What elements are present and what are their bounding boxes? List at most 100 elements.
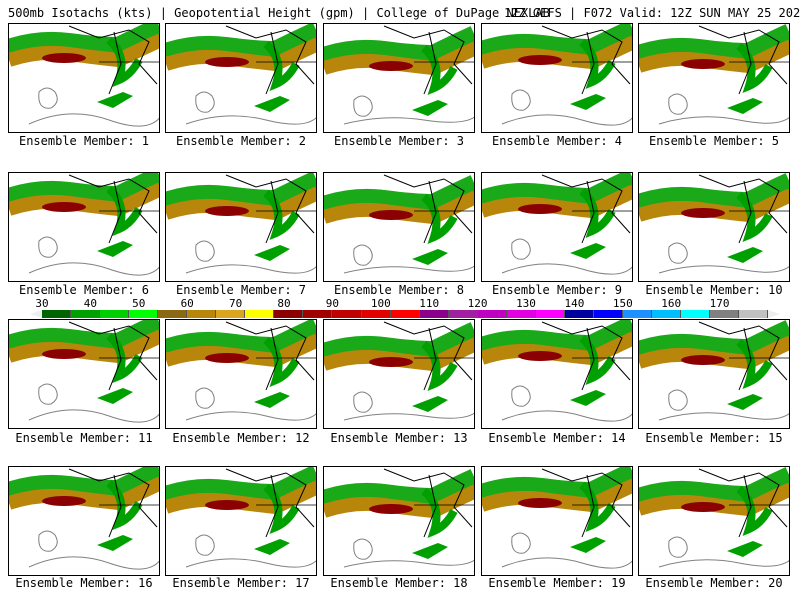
jet-map (166, 173, 316, 274)
member-caption: Ensemble Member: 2 (175, 134, 307, 148)
member-caption: Ensemble Member: 1 (18, 134, 150, 148)
member-caption: Ensemble Member: 7 (175, 283, 307, 297)
colorbar-swatch (158, 310, 188, 318)
isotach-colorbar: 30 40 50 60 70 80 90 100 110 120 130 140 150 160 170 (12, 297, 788, 320)
colorbar-label: 50 (132, 297, 146, 310)
ensemble-panel (8, 466, 160, 576)
ensemble-panel (481, 466, 633, 576)
colorbar-swatch (42, 310, 72, 318)
colorbar-swatch (390, 310, 420, 318)
ensemble-panel (638, 319, 790, 429)
member-caption: Ensemble Member: 17 (172, 576, 310, 590)
jet-map (166, 320, 316, 421)
ensemble-panel (323, 23, 475, 133)
colorbar-swatch (564, 310, 594, 318)
colorbar-swatch (477, 310, 507, 318)
colorbar-swatch (448, 310, 478, 318)
jet-map (482, 467, 632, 569)
member-caption: Ensemble Member: 6 (18, 283, 150, 297)
member-caption: Ensemble Member: 10 (645, 283, 783, 297)
colorbar-swatch (651, 310, 682, 318)
ensemble-panel (638, 172, 790, 282)
member-caption: Ensemble Member: 18 (330, 576, 468, 590)
colorbar-swatch (622, 310, 652, 318)
ensemble-panel (165, 319, 317, 429)
colorbar-label: 90 (325, 297, 340, 310)
colorbar-swatch (245, 310, 275, 318)
header-run-info: 12Z GEFS | F072 Valid: 12Z SUN MAY 25 20… (504, 6, 800, 20)
ensemble-panel (323, 319, 475, 429)
ensemble-panel (8, 319, 160, 429)
colorbar-label: 70 (228, 297, 243, 310)
jet-map (9, 24, 159, 127)
ensemble-panel (165, 172, 317, 282)
colorbar-right-arrow (768, 310, 780, 318)
ensemble-panel (481, 23, 633, 133)
member-caption: Ensemble Member: 13 (330, 431, 468, 445)
colorbar-swatch (739, 310, 769, 318)
jet-map (482, 24, 632, 126)
jet-map (324, 174, 474, 274)
colorbar-label: 60 (180, 297, 194, 310)
ensemble-panel (323, 172, 475, 282)
ensemble-panel (481, 172, 633, 282)
jet-map (9, 467, 159, 570)
ensemble-panel (323, 466, 475, 576)
colorbar-swatch (129, 310, 159, 318)
ensemble-panel (165, 466, 317, 576)
member-caption: Ensemble Member: 19 (488, 576, 626, 590)
colorbar-swatch (593, 310, 623, 318)
colorbar-left-arrow (30, 310, 42, 318)
jet-map (166, 24, 316, 125)
colorbar-label: 30 (35, 297, 49, 310)
member-caption: Ensemble Member: 16 (15, 576, 153, 590)
jet-map (166, 467, 316, 568)
colorbar-label: 150 (612, 297, 633, 310)
member-caption: Ensemble Member: 5 (648, 134, 780, 148)
jet-map (639, 320, 789, 421)
jet-map (324, 468, 474, 568)
colorbar-swatch (303, 310, 333, 318)
ensemble-panel (8, 23, 160, 133)
colorbar-label: 130 (516, 297, 536, 310)
colorbar-swatch (710, 310, 740, 318)
jet-map (639, 467, 789, 568)
colorbar-label: 160 (661, 297, 682, 310)
member-caption: Ensemble Member: 8 (333, 283, 465, 297)
jet-map (9, 320, 159, 423)
colorbar-swatch (681, 310, 711, 318)
colorbar-label: 120 (467, 297, 488, 310)
colorbar-label: 170 (709, 297, 730, 310)
colorbar-swatch (361, 310, 391, 318)
jet-map (482, 320, 632, 422)
jet-map (639, 173, 789, 274)
colorbar-strip (42, 310, 769, 318)
colorbar-swatch (274, 310, 304, 318)
colorbar-swatch (187, 310, 217, 318)
colorbar-label: 40 (83, 297, 98, 310)
ensemble-panel (481, 319, 633, 429)
jet-map (324, 25, 474, 125)
member-caption: Ensemble Member: 20 (645, 576, 783, 590)
member-caption: Ensemble Member: 4 (491, 134, 623, 148)
colorbar-label: 140 (564, 297, 585, 310)
ensemble-panel (638, 466, 790, 576)
jet-map (324, 321, 474, 421)
ensemble-panel (638, 23, 790, 133)
colorbar-swatch (216, 310, 246, 318)
colorbar-swatch (71, 310, 101, 318)
colorbar-swatch (506, 310, 536, 318)
member-caption: Ensemble Member: 12 (172, 431, 310, 445)
colorbar-swatch (100, 310, 130, 318)
member-caption: Ensemble Member: 3 (333, 134, 465, 148)
colorbar-label: 110 (419, 297, 440, 310)
colorbar-swatch (419, 310, 449, 318)
map-header: 500mb Isotachs (kts) | Geopotential Heig… (8, 6, 800, 20)
member-caption: Ensemble Member: 11 (15, 431, 153, 445)
jet-map (482, 173, 632, 275)
colorbar-swatch (535, 310, 565, 318)
member-caption: Ensemble Member: 9 (491, 283, 623, 297)
header-title: 500mb Isotachs (kts) | Geopotential Heig… (8, 6, 550, 20)
colorbar-label: 80 (277, 297, 291, 310)
member-caption: Ensemble Member: 15 (645, 431, 783, 445)
